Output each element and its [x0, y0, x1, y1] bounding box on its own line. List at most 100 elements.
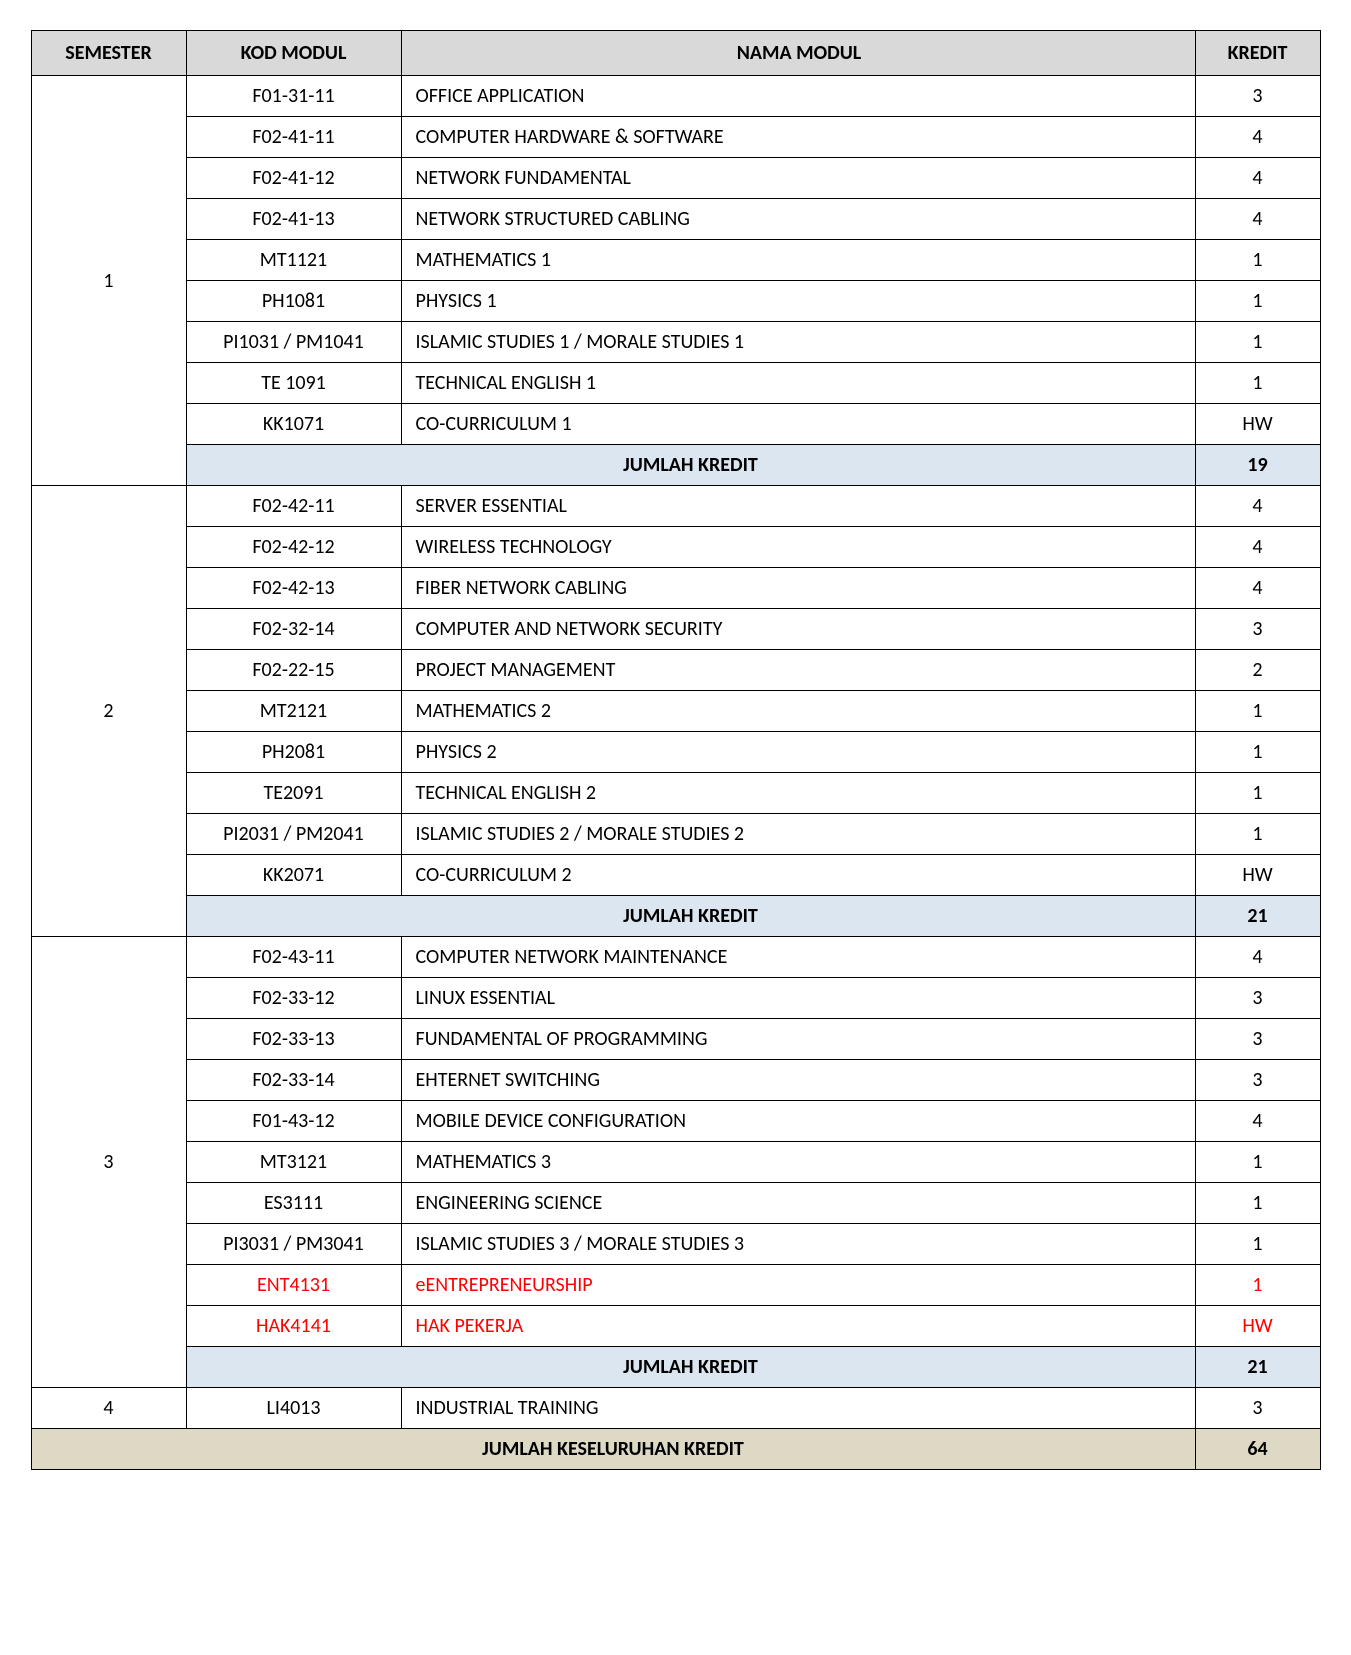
table-row: 3F02-43-11COMPUTER NETWORK MAINTENANCE4	[31, 937, 1320, 978]
kod-cell: F02-41-12	[186, 158, 401, 199]
nama-cell: ENGINEERING SCIENCE	[401, 1183, 1195, 1224]
kredit-cell: 4	[1195, 199, 1320, 240]
table-row: F02-32-14COMPUTER AND NETWORK SECURITY3	[31, 609, 1320, 650]
kredit-cell: 4	[1195, 568, 1320, 609]
kredit-cell: 1	[1195, 1183, 1320, 1224]
kod-cell: KK1071	[186, 404, 401, 445]
kredit-cell: 1	[1195, 1265, 1320, 1306]
table-row: MT3121MATHEMATICS 31	[31, 1142, 1320, 1183]
table-row: PH1081PHYSICS 11	[31, 281, 1320, 322]
kredit-cell: 1	[1195, 1142, 1320, 1183]
nama-cell: TECHNICAL ENGLISH 2	[401, 773, 1195, 814]
table-row: F02-41-12NETWORK FUNDAMENTAL4	[31, 158, 1320, 199]
table-row: F02-33-14EHTERNET SWITCHING3	[31, 1060, 1320, 1101]
nama-cell: HAK PEKERJA	[401, 1306, 1195, 1347]
subtotal-row: JUMLAH KREDIT21	[31, 896, 1320, 937]
kod-cell: F02-42-12	[186, 527, 401, 568]
kod-cell: TE 1091	[186, 363, 401, 404]
nama-cell: COMPUTER NETWORK MAINTENANCE	[401, 937, 1195, 978]
grandtotal-label: JUMLAH KESELURUHAN KREDIT	[31, 1429, 1195, 1470]
kod-cell: F02-42-11	[186, 486, 401, 527]
table-row: F02-41-11COMPUTER HARDWARE & SOFTWARE4	[31, 117, 1320, 158]
nama-cell: ISLAMIC STUDIES 2 / MORALE STUDIES 2	[401, 814, 1195, 855]
kredit-cell: 1	[1195, 814, 1320, 855]
nama-cell: EHTERNET SWITCHING	[401, 1060, 1195, 1101]
table-header-row: SEMESTER KOD MODUL NAMA MODUL KREDIT	[31, 31, 1320, 76]
nama-cell: ISLAMIC STUDIES 1 / MORALE STUDIES 1	[401, 322, 1195, 363]
nama-cell: PHYSICS 2	[401, 732, 1195, 773]
semester-cell: 2	[31, 486, 186, 937]
kod-cell: TE2091	[186, 773, 401, 814]
table-row: MT1121MATHEMATICS 11	[31, 240, 1320, 281]
table-row: F02-42-12WIRELESS TECHNOLOGY4	[31, 527, 1320, 568]
kredit-cell: 1	[1195, 732, 1320, 773]
table-row: 1F01-31-11OFFICE APPLICATION3	[31, 76, 1320, 117]
kredit-cell: 1	[1195, 1224, 1320, 1265]
nama-cell: LINUX ESSENTIAL	[401, 978, 1195, 1019]
kredit-cell: HW	[1195, 404, 1320, 445]
kod-cell: F02-33-12	[186, 978, 401, 1019]
semester-cell: 4	[31, 1388, 186, 1429]
kod-cell: F02-22-15	[186, 650, 401, 691]
kredit-cell: 1	[1195, 773, 1320, 814]
kod-cell: F02-33-14	[186, 1060, 401, 1101]
kredit-cell: 3	[1195, 1019, 1320, 1060]
nama-cell: OFFICE APPLICATION	[401, 76, 1195, 117]
nama-cell: SERVER ESSENTIAL	[401, 486, 1195, 527]
kredit-cell: 3	[1195, 1388, 1320, 1429]
kod-cell: F02-33-13	[186, 1019, 401, 1060]
table-row: TE 1091TECHNICAL ENGLISH 11	[31, 363, 1320, 404]
kod-cell: F01-31-11	[186, 76, 401, 117]
nama-cell: CO-CURRICULUM 2	[401, 855, 1195, 896]
grandtotal-value: 64	[1195, 1429, 1320, 1470]
nama-cell: MATHEMATICS 1	[401, 240, 1195, 281]
table-row: PH2081PHYSICS 21	[31, 732, 1320, 773]
kredit-cell: 2	[1195, 650, 1320, 691]
nama-cell: COMPUTER HARDWARE & SOFTWARE	[401, 117, 1195, 158]
kredit-cell: 1	[1195, 281, 1320, 322]
table-row: F02-22-15PROJECT MANAGEMENT2	[31, 650, 1320, 691]
subtotal-label: JUMLAH KREDIT	[186, 445, 1195, 486]
kod-cell: LI4013	[186, 1388, 401, 1429]
subtotal-label: JUMLAH KREDIT	[186, 896, 1195, 937]
nama-cell: COMPUTER AND NETWORK SECURITY	[401, 609, 1195, 650]
nama-cell: ISLAMIC STUDIES 3 / MORALE STUDIES 3	[401, 1224, 1195, 1265]
header-kredit: KREDIT	[1195, 31, 1320, 76]
table-row: PI2031 / PM2041ISLAMIC STUDIES 2 / MORAL…	[31, 814, 1320, 855]
kredit-cell: HW	[1195, 855, 1320, 896]
table-row: KK1071CO-CURRICULUM 1HW	[31, 404, 1320, 445]
kredit-cell: 3	[1195, 1060, 1320, 1101]
kod-cell: ENT4131	[186, 1265, 401, 1306]
nama-cell: FIBER NETWORK CABLING	[401, 568, 1195, 609]
nama-cell: PHYSICS 1	[401, 281, 1195, 322]
nama-cell: TECHNICAL ENGLISH 1	[401, 363, 1195, 404]
header-nama: NAMA MODUL	[401, 31, 1195, 76]
header-semester: SEMESTER	[31, 31, 186, 76]
kredit-cell: 4	[1195, 527, 1320, 568]
subtotal-row: JUMLAH KREDIT21	[31, 1347, 1320, 1388]
nama-cell: PROJECT MANAGEMENT	[401, 650, 1195, 691]
kod-cell: F02-41-13	[186, 199, 401, 240]
grandtotal-row: JUMLAH KESELURUHAN KREDIT64	[31, 1429, 1320, 1470]
kod-cell: PI1031 / PM1041	[186, 322, 401, 363]
kod-cell: HAK4141	[186, 1306, 401, 1347]
kod-cell: PI3031 / PM3041	[186, 1224, 401, 1265]
table-row: MT2121MATHEMATICS 21	[31, 691, 1320, 732]
kredit-cell: 1	[1195, 691, 1320, 732]
subtotal-value: 19	[1195, 445, 1320, 486]
semester-cell: 1	[31, 76, 186, 486]
kod-cell: F02-43-11	[186, 937, 401, 978]
subtotal-value: 21	[1195, 896, 1320, 937]
table-row: PI1031 / PM1041ISLAMIC STUDIES 1 / MORAL…	[31, 322, 1320, 363]
table-row: F02-33-12LINUX ESSENTIAL3	[31, 978, 1320, 1019]
nama-cell: MOBILE DEVICE CONFIGURATION	[401, 1101, 1195, 1142]
table-row: HAK4141HAK PEKERJAHW	[31, 1306, 1320, 1347]
subtotal-label: JUMLAH KREDIT	[186, 1347, 1195, 1388]
kredit-cell: 1	[1195, 240, 1320, 281]
kredit-cell: HW	[1195, 1306, 1320, 1347]
table-row: 4LI4013INDUSTRIAL TRAINING3	[31, 1388, 1320, 1429]
nama-cell: CO-CURRICULUM 1	[401, 404, 1195, 445]
kredit-cell: 4	[1195, 1101, 1320, 1142]
table-row: TE2091TECHNICAL ENGLISH 21	[31, 773, 1320, 814]
table-row: ES3111ENGINEERING SCIENCE1	[31, 1183, 1320, 1224]
